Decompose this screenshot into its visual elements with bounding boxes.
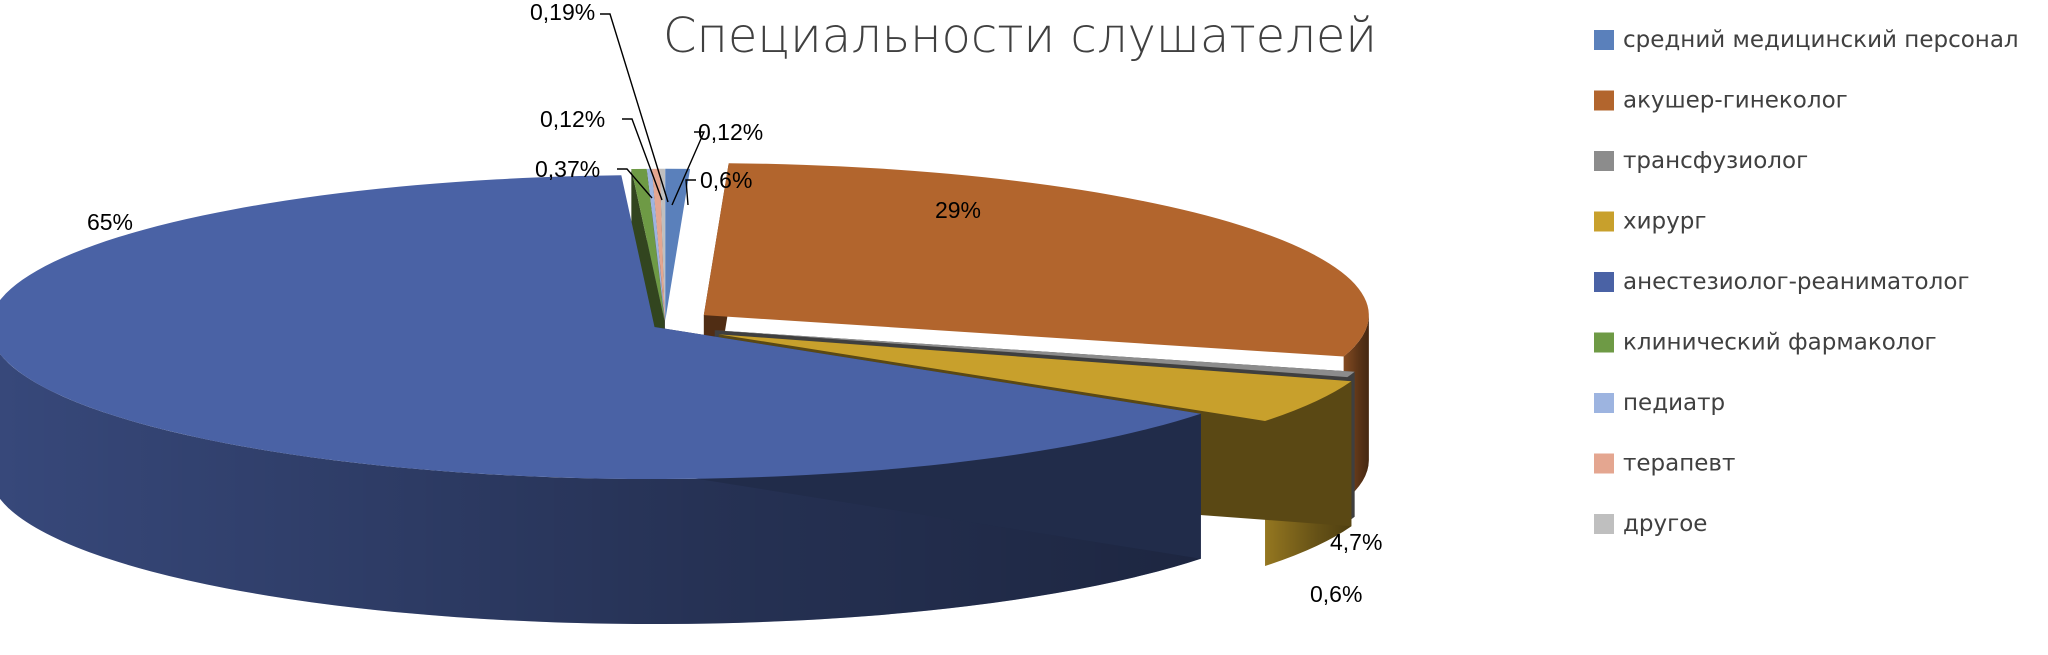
chart-title: Специальности слушателей (663, 8, 1377, 64)
slice-средний-медицинский-персонал (665, 168, 691, 321)
legend-label-педиатр: педиатр (1623, 390, 1725, 416)
data-label-клинический-фармаколог: 0,37% (535, 156, 600, 182)
legend-label-анестезиолог-реаниматолог: анестезиолог-реаниматолог (1623, 269, 1969, 295)
slice-терапевт (651, 168, 665, 321)
legend: средний медицинский персонал акушер-гинек… (1594, 27, 2019, 537)
legend-swatch-средний-медицинский-персонал (1594, 30, 1614, 50)
legend-swatch-анестезиолог-реаниматолог (1594, 272, 1614, 292)
slice-клинический-фармаколог (631, 168, 665, 321)
legend-label-акушер-гинеколог: акушер-гинеколог (1623, 88, 1848, 114)
slice-анестезиолог-реаниматолог (0, 175, 1201, 480)
leader-line (622, 118, 663, 201)
pie-top-faces (0, 163, 1369, 480)
data-label-терапевт: 0,19% (530, 0, 595, 25)
legend-swatch-терапевт (1594, 453, 1614, 474)
legend-label-терапевт: терапевт (1623, 451, 1735, 477)
slice-акушер-гинеколог (703, 163, 1369, 357)
data-label-трансфузиолог: 0,6% (1310, 581, 1362, 607)
data-label-другое: 0,12% (698, 119, 763, 145)
data-label-средний-медицинский-персонал: 0,6% (700, 167, 752, 193)
legend-label-клинический-фармаколог: клинический фармаколог (1623, 330, 1937, 356)
legend-swatch-педиатр (1594, 393, 1614, 413)
slice-хирург (718, 334, 1352, 422)
slice-другое (659, 168, 665, 321)
data-label-анестезиолог-реаниматолог: 65% (87, 209, 133, 235)
data-label-педиатр: 0,12% (540, 106, 605, 132)
slice-педиатр (646, 168, 665, 321)
legend-swatch-клинический-фармаколог (1594, 332, 1614, 353)
legend-label-трансфузиолог: трансфузиолог (1623, 148, 1808, 174)
legend-swatch-хирург (1594, 211, 1614, 232)
data-label-хирург: 4,7% (1330, 529, 1382, 555)
legend-label-другое: другое (1623, 511, 1707, 537)
slice-side-shade (0, 353, 1201, 625)
legend-label-средний-медицинский-персонал: средний медицинский персонал (1623, 27, 2019, 53)
leader-lines (600, 13, 706, 206)
leader-line (600, 13, 669, 203)
legend-swatch-трансфузиолог (1594, 151, 1614, 171)
slice-трансфузиолог (714, 330, 1355, 378)
legend-label-хирург: хирург (1623, 209, 1706, 235)
data-labels: 0,6% 29% 0,6% 4,7% 65% 0,37% 0,12% 0,19% 0,12% (87, 0, 1382, 607)
data-label-акушер-гинеколог: 29% (935, 197, 981, 223)
leader-line (671, 131, 706, 206)
legend-swatch-акушер-гинеколог (1594, 90, 1614, 111)
leader-line (617, 168, 653, 199)
leader-line (685, 179, 696, 206)
legend-swatch-другое (1594, 514, 1614, 534)
